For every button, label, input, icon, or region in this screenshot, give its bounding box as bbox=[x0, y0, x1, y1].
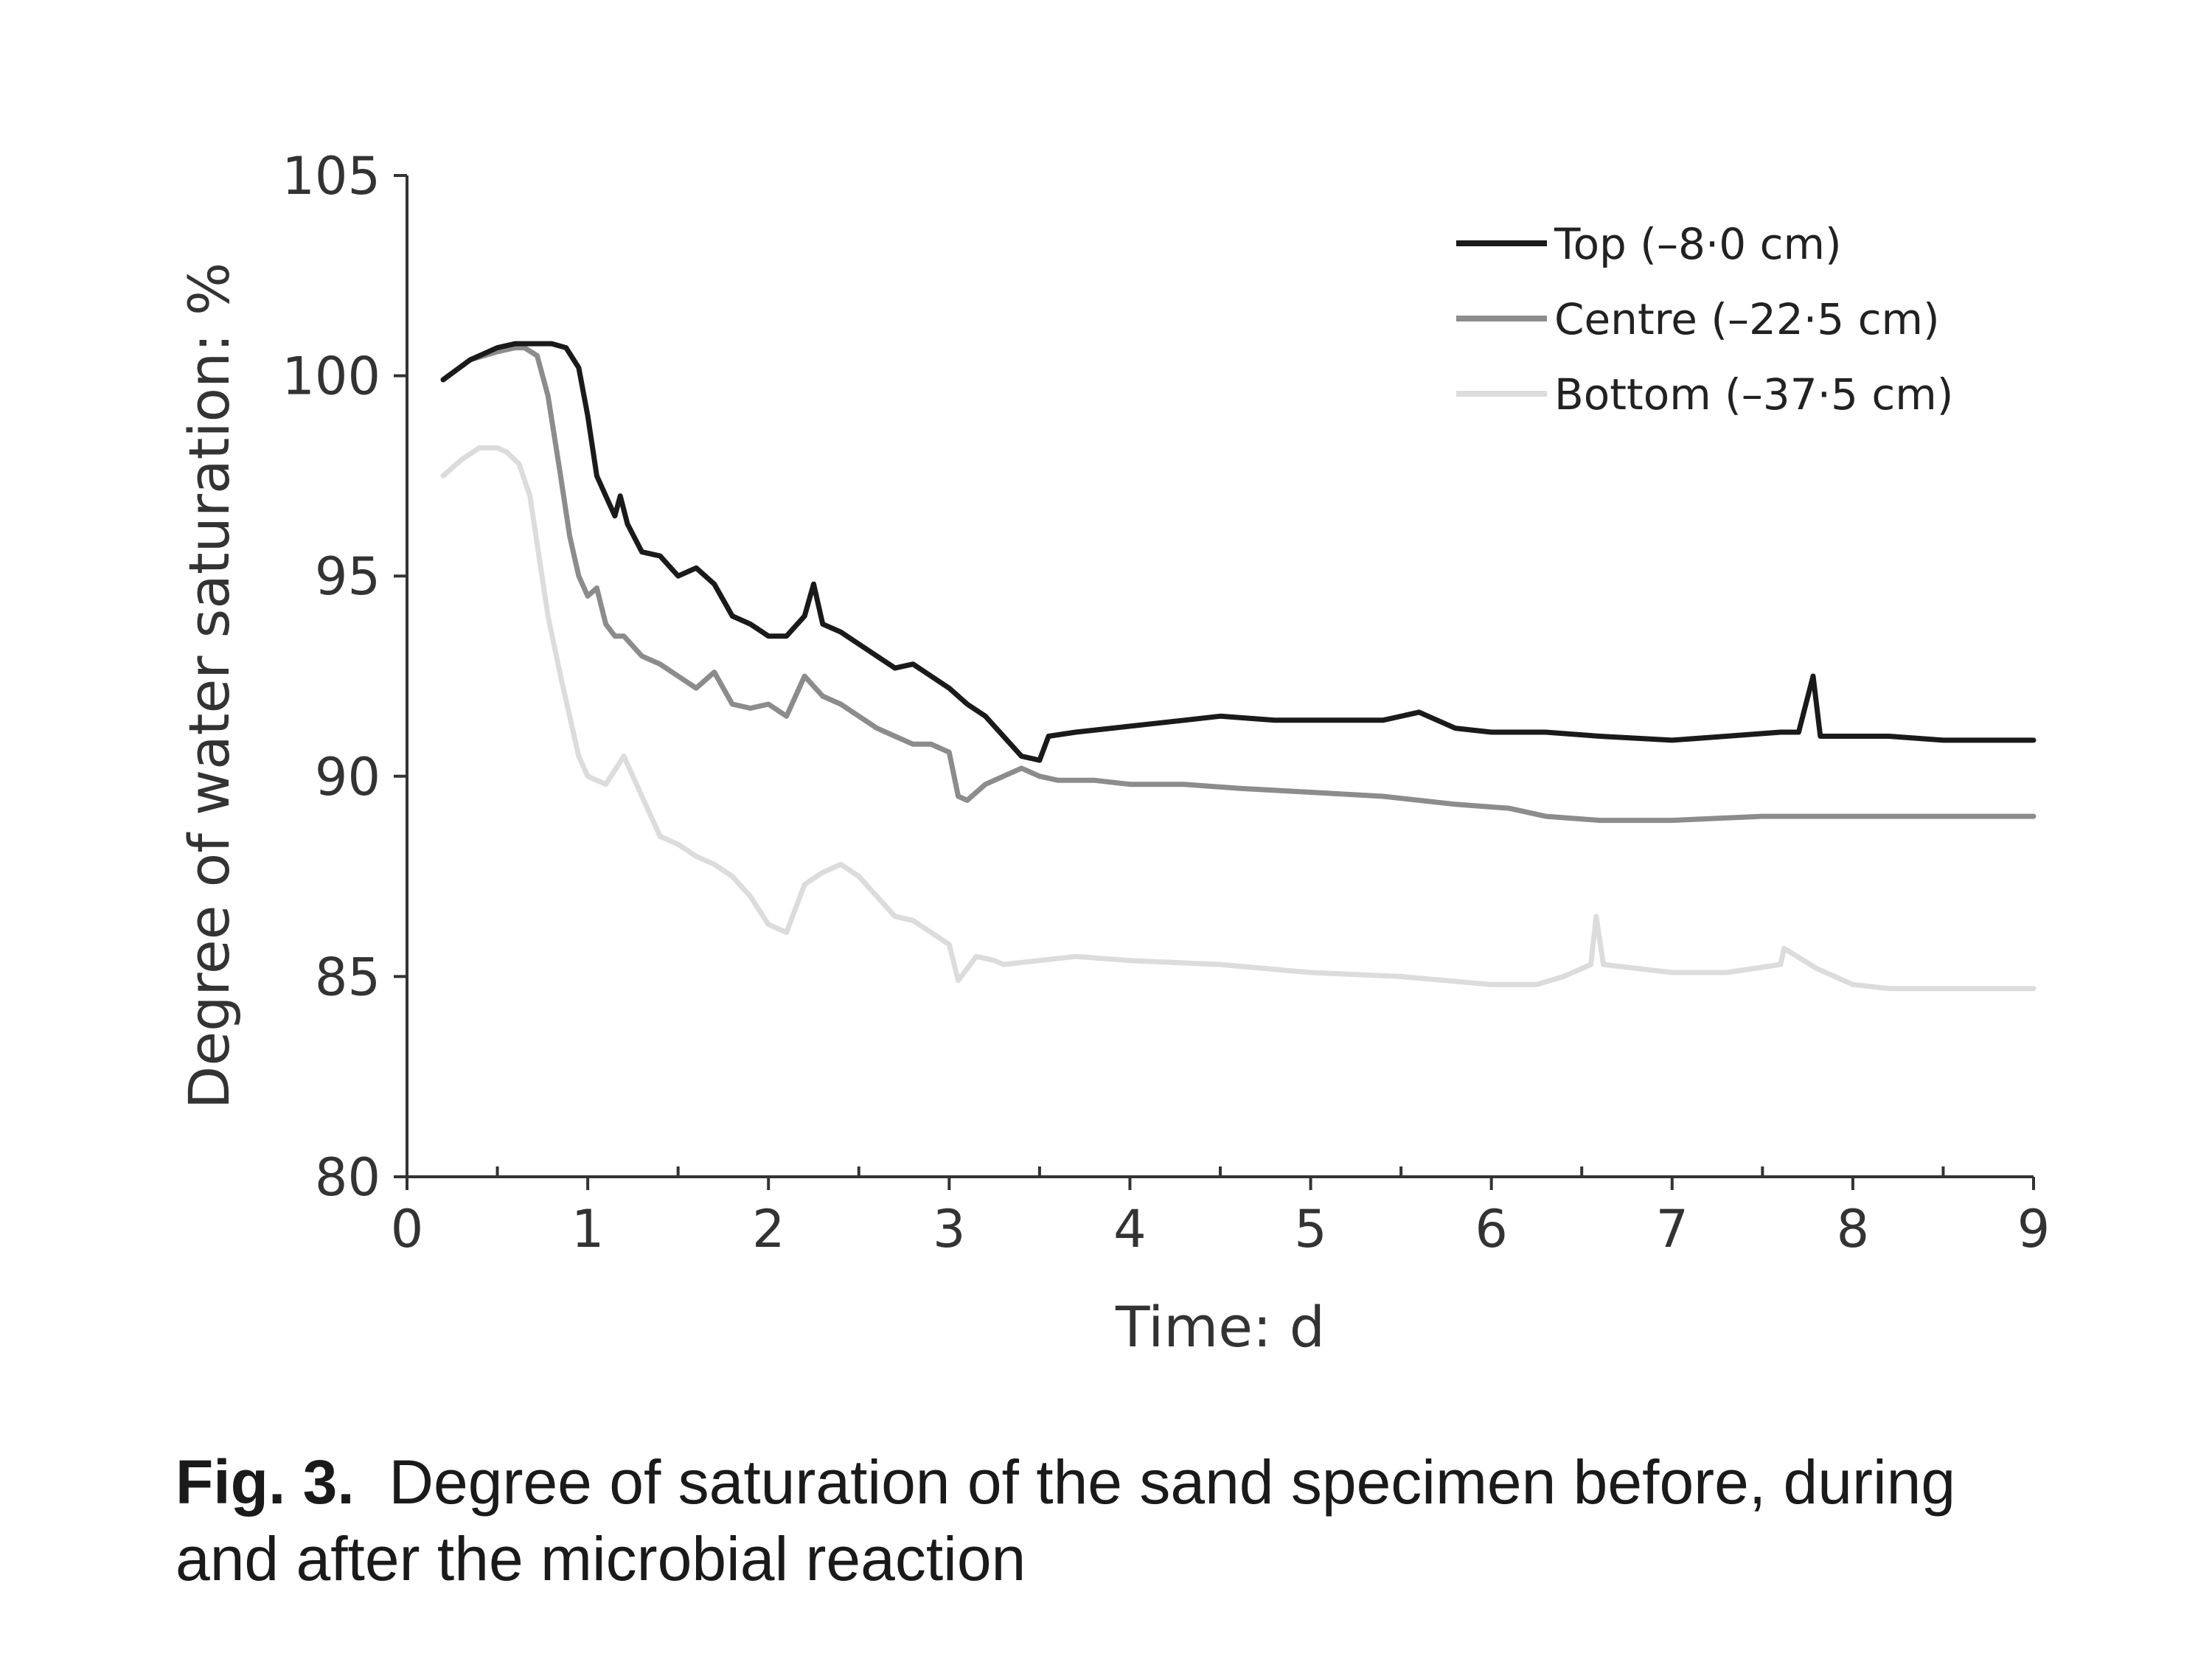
x-tick-label: 5 bbox=[1294, 1199, 1327, 1259]
x-tick-label: 0 bbox=[391, 1199, 424, 1259]
legend-label-1: Centre (–22·5 cm) bbox=[1554, 294, 1940, 344]
x-tick-label: 3 bbox=[933, 1199, 966, 1259]
y-tick-label: 85 bbox=[315, 947, 380, 1007]
x-tick-label: 4 bbox=[1113, 1199, 1147, 1259]
series-line-2 bbox=[440, 445, 2037, 992]
legend-label-0: Top (–8·0 cm) bbox=[1554, 219, 1842, 269]
x-tick-label: 1 bbox=[571, 1199, 605, 1259]
x-tick-label: 2 bbox=[752, 1199, 785, 1259]
saturation-chart: 80 85 90 95 100 105 0 1 2 3 4 5 6 7 8 9 Time: d Degree … bbox=[176, 146, 2050, 1360]
y-tick-label: 105 bbox=[282, 146, 380, 206]
y-axis-title: Degree of water saturation: % bbox=[176, 262, 242, 1109]
legend-label-2: Bottom (–37·5 cm) bbox=[1554, 369, 1953, 420]
ticks: 80 85 90 95 100 105 0 1 2 3 4 5 6 7 8 9 bbox=[282, 146, 2050, 1259]
x-tick-label: 8 bbox=[1837, 1199, 1870, 1259]
y-tick-label: 80 bbox=[315, 1147, 380, 1208]
caption-text: Degree of saturation of the sand specime… bbox=[175, 1447, 1956, 1593]
figure-caption: Fig. 3. Degree of saturation of the sand… bbox=[175, 1444, 2063, 1597]
series-line-1 bbox=[440, 345, 2037, 824]
legend: Top (–8·0 cm) Centre (–22·5 cm) Bottom (–3… bbox=[1456, 219, 1953, 420]
figure-number: Fig. 3. bbox=[175, 1447, 355, 1517]
x-tick-label: 7 bbox=[1656, 1199, 1689, 1259]
y-tick-label: 95 bbox=[315, 546, 380, 607]
y-tick-label: 100 bbox=[282, 347, 380, 407]
x-tick-label: 6 bbox=[1475, 1199, 1508, 1259]
plot-lines bbox=[440, 341, 2037, 992]
x-axis-title: Time: d bbox=[1115, 1294, 1325, 1360]
y-tick-label: 90 bbox=[315, 747, 380, 807]
series-line-0 bbox=[440, 341, 2037, 763]
x-tick-label: 9 bbox=[2017, 1199, 2051, 1259]
